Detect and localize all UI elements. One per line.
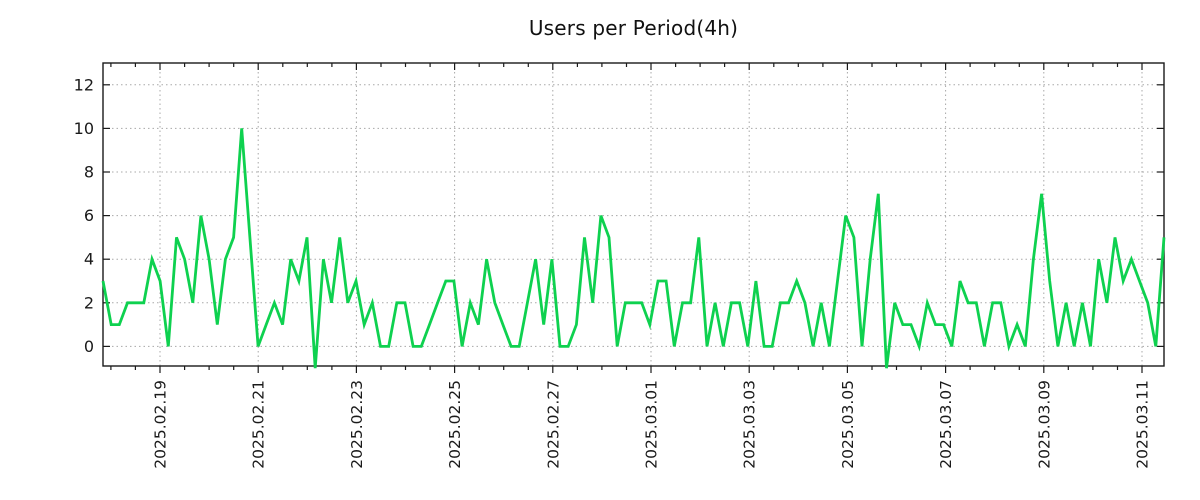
x-tick-labels: 2025.02.19 2025.02.21 2025.02.23 2025.02.25… xyxy=(152,380,1152,469)
y-gridlines xyxy=(103,84,1164,347)
y-tick-label: 8 xyxy=(84,163,94,182)
x-tick-label: 2025.03.05 xyxy=(839,380,857,469)
y-tick-label: 10 xyxy=(74,119,94,138)
x-tick-label: 2025.02.19 xyxy=(152,380,170,469)
x-gridlines xyxy=(159,63,1143,366)
y-tick-label: 4 xyxy=(84,250,94,269)
chart-title: Users per Period(4h) xyxy=(528,16,739,40)
x-tick-label: 2025.03.11 xyxy=(1134,380,1152,469)
x-tick-label: 2025.03.01 xyxy=(643,380,661,469)
x-tick-label: 2025.03.07 xyxy=(937,380,955,469)
y-tick-label: 6 xyxy=(84,206,94,225)
x-tick-label: 2025.02.25 xyxy=(446,380,464,469)
x-tick-label: 2025.03.09 xyxy=(1035,380,1053,469)
y-tick-labels: 0 2 4 6 8 10 12 xyxy=(74,75,94,356)
plot-border xyxy=(102,62,1165,367)
x-tick-label: 2025.02.27 xyxy=(544,380,562,469)
y-tick-label: 0 xyxy=(84,337,94,356)
y-ticks xyxy=(103,84,1164,347)
x-tick-label: 2025.02.21 xyxy=(250,380,268,469)
y-tick-label: 2 xyxy=(84,293,94,312)
data-line-users xyxy=(101,128,1166,369)
x-tick-label: 2025.02.23 xyxy=(348,380,366,469)
y-tick-label: 12 xyxy=(74,75,94,94)
x-tick-label: 2025.03.03 xyxy=(741,380,759,469)
